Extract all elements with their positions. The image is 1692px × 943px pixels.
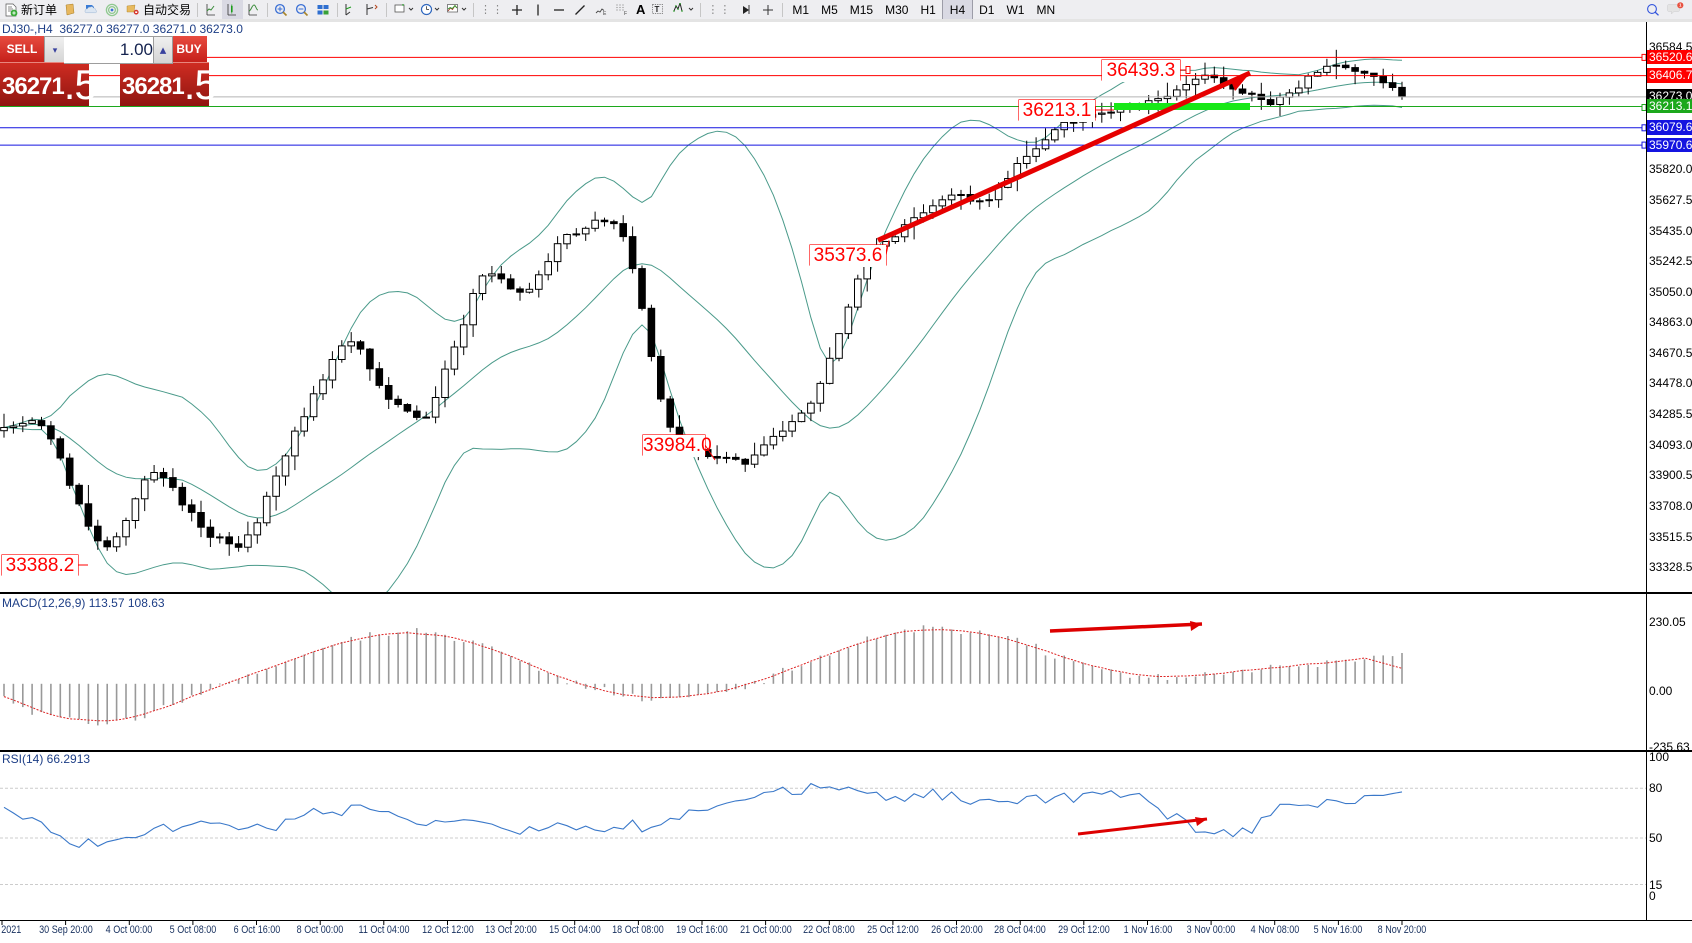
svg-text:T: T bbox=[655, 5, 660, 14]
svg-text:E: E bbox=[603, 11, 607, 17]
svg-text:F: F bbox=[624, 11, 627, 17]
